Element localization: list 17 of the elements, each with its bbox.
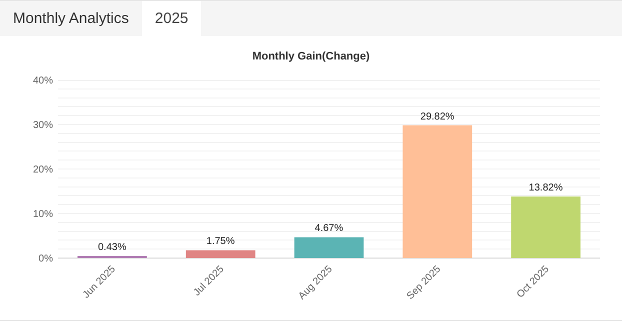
data-label: 0.43% [98,242,126,253]
chart-title: Monthly Gain(Change) [252,50,370,63]
bar [511,196,580,258]
text: 2025 [142,1,202,36]
bar [294,237,364,258]
y-tick-label: 40% [32,76,54,86]
y-tick-label: 0% [38,254,54,264]
data-label: 4.67% [314,223,344,234]
text: Monthly Analytics [12,9,130,29]
y-tick-label: 30% [32,120,54,131]
data-label: 13.82% [528,182,563,194]
y-tick-label: 20% [32,164,54,176]
y-tick-label: 10% [32,209,54,220]
bar [186,250,256,258]
data-label: 29.82% [420,111,454,122]
data-label: 1.75% [206,236,235,248]
bar [402,125,472,258]
